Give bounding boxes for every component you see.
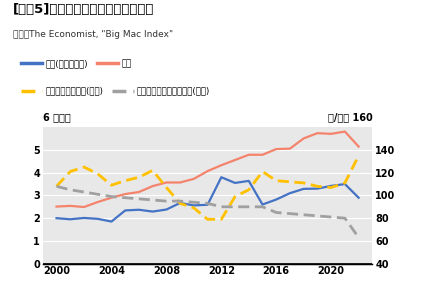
Text: 6 米ドル: 6 米ドル bbox=[43, 112, 71, 122]
Text: 円/ドル 160: 円/ドル 160 bbox=[327, 112, 372, 122]
Text: [図表5]ビッグマック価格の日米比較: [図表5]ビッグマック価格の日米比較 bbox=[13, 3, 154, 16]
Legend: ドル円為替レート(右軸), ビッグマック購買力平価(右軸): ドル円為替レート(右軸), ビッグマック購買力平価(右軸) bbox=[17, 83, 214, 99]
Text: 出所：The Economist, "Big Mac Index": 出所：The Economist, "Big Mac Index" bbox=[13, 30, 173, 39]
Legend: 日本(米ドル換算), 米国: 日本(米ドル換算), 米国 bbox=[17, 56, 135, 72]
